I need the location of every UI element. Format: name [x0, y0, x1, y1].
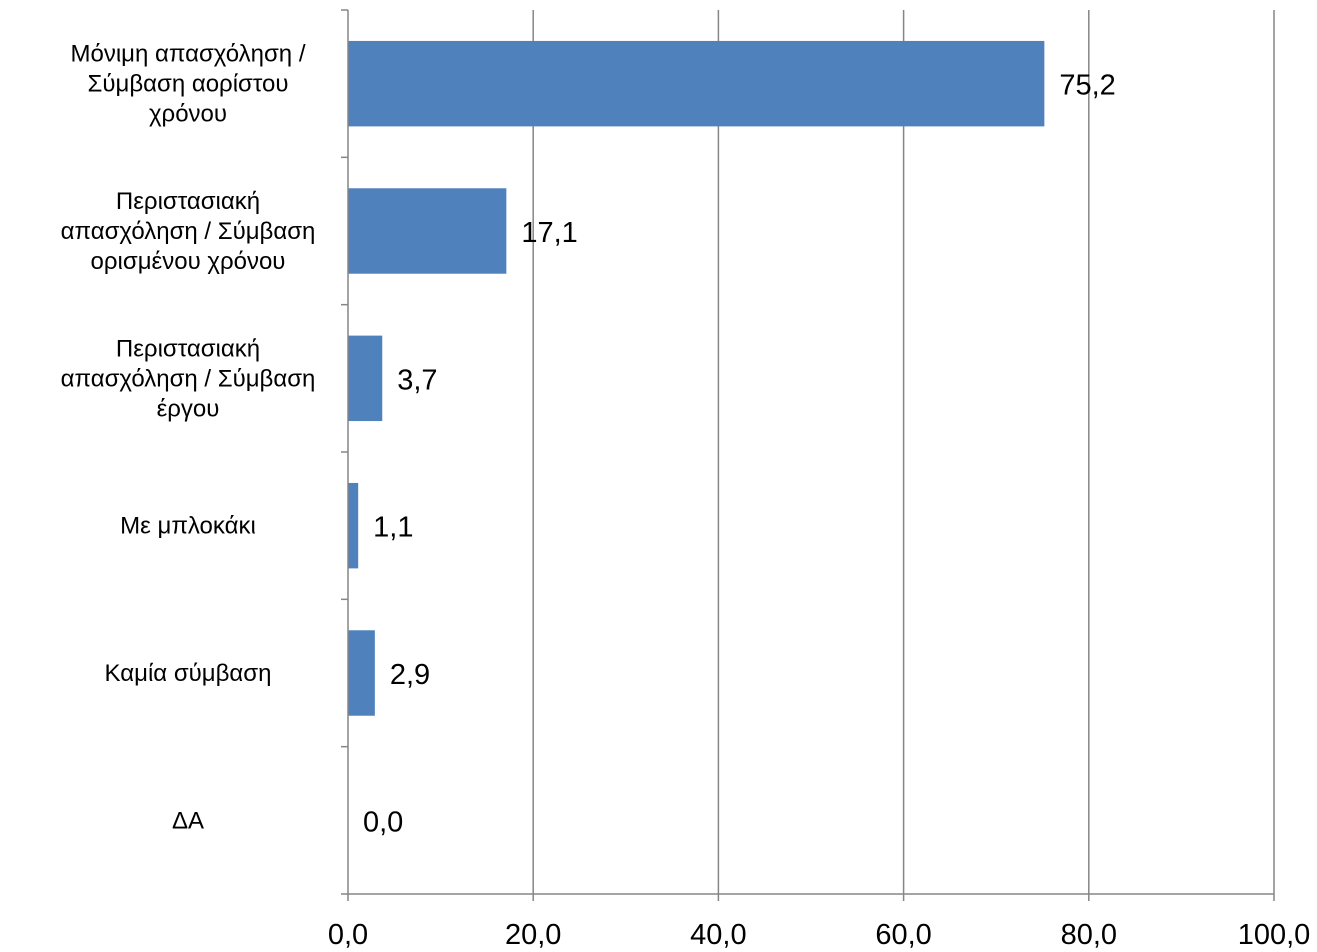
- category-label-line: Μόνιμη απασχόληση /: [71, 41, 306, 68]
- x-tick-label: 0,0: [328, 919, 368, 951]
- x-tick-label: 80,0: [1061, 919, 1117, 951]
- axes: [341, 9, 1275, 901]
- bar: [348, 40, 1045, 127]
- bar: [348, 335, 383, 422]
- bar: [348, 482, 359, 569]
- x-tick-label: 20,0: [505, 919, 561, 951]
- category-label-line: Με μπλοκάκι: [120, 513, 256, 540]
- category-label-line: Σύμβαση αορίστου: [88, 71, 289, 98]
- bar: [348, 630, 375, 716]
- data-label: 75,2: [1059, 70, 1115, 102]
- gridlines: [532, 10, 1275, 894]
- category-label: Περιστασιακή απασχόληση / Σύμβαση ορισμένο…: [61, 188, 316, 275]
- category-label: Περιστασιακή απασχόληση / Σύμβαση έργου: [61, 335, 316, 422]
- category-label: ΔΑ: [172, 807, 204, 834]
- data-label: 3,7: [397, 364, 437, 396]
- data-label: 2,9: [390, 659, 430, 691]
- x-tick-label: 60,0: [875, 919, 931, 951]
- category-label-line: ορισμένου χρόνου: [91, 248, 286, 275]
- x-tick-label: 40,0: [690, 919, 746, 951]
- category-label-line: απασχόληση / Σύμβαση: [61, 218, 316, 245]
- labels: 0,0 20,0 40,0 60,0 80,0 100,0 75,2 Μόνιμη απασχ…: [61, 41, 1311, 951]
- category-label-line: Περιστασιακή: [116, 335, 260, 362]
- category-label-line: χρόνου: [149, 101, 227, 128]
- category-label: Καμία σύμβαση: [105, 660, 272, 687]
- data-label: 1,1: [373, 512, 413, 544]
- bar: [348, 188, 507, 274]
- x-tick-label: 100,0: [1238, 919, 1311, 951]
- category-label-line: έργου: [157, 395, 220, 422]
- data-label: 0,0: [363, 806, 403, 838]
- category-label: Μόνιμη απασχόληση / Σύμβαση αορίστου χρόνο…: [71, 41, 306, 128]
- category-label-line: Καμία σύμβαση: [105, 660, 272, 687]
- category-label-line: Περιστασιακή: [116, 188, 260, 215]
- category-label-line: ΔΑ: [172, 807, 204, 834]
- bars: [348, 40, 1045, 716]
- category-label: Με μπλοκάκι: [120, 513, 256, 540]
- data-label: 17,1: [521, 217, 577, 249]
- category-label-line: απασχόληση / Σύμβαση: [61, 365, 316, 392]
